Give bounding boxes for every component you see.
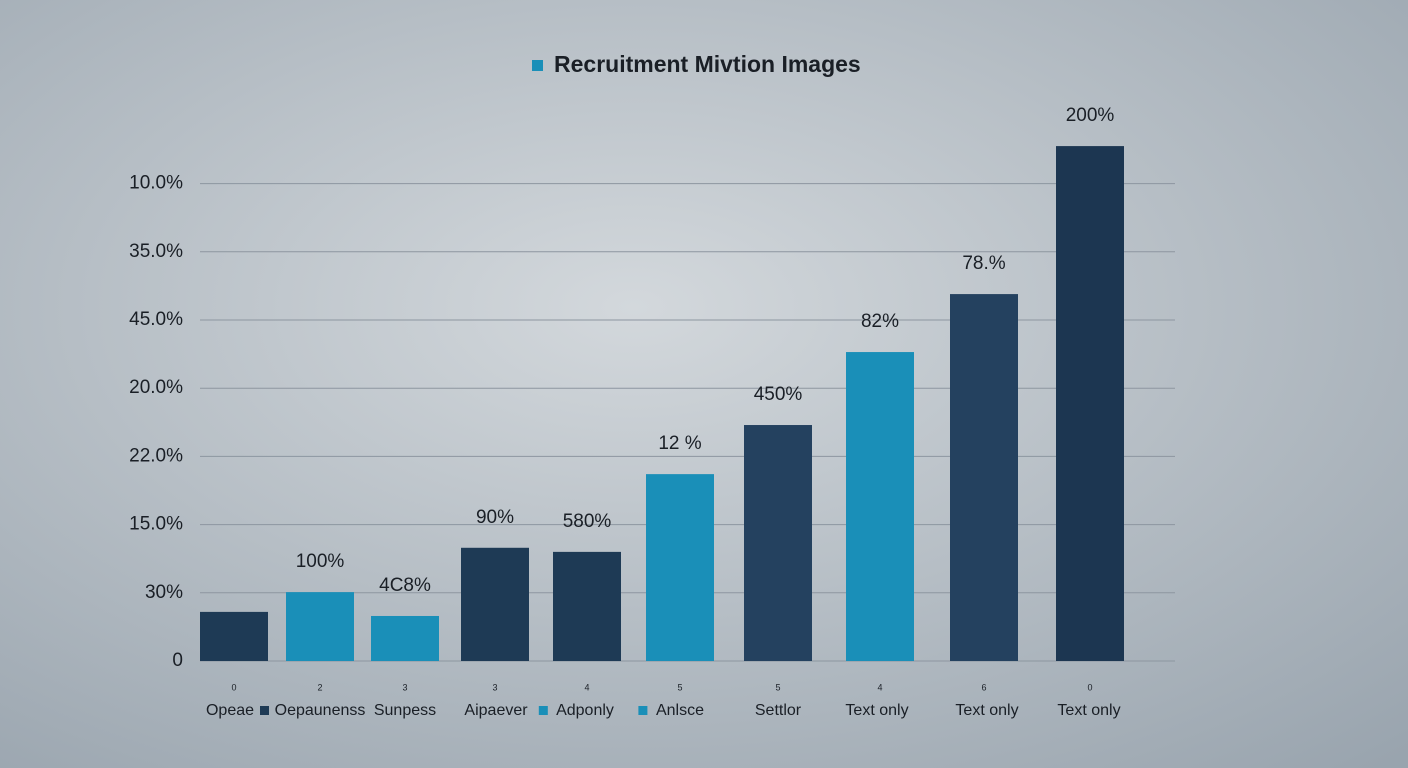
bar: [950, 294, 1018, 661]
bar-label: 200%: [1066, 105, 1115, 126]
x-tick-label: Anlsce: [656, 702, 704, 719]
category-number: 5: [775, 682, 780, 692]
y-axis-label: 15.0%: [129, 514, 183, 535]
y-axis-label: 30%: [145, 582, 183, 603]
x-tick-label: Adponly: [556, 702, 614, 719]
x-tick-label: Oepaunenss: [275, 702, 366, 719]
category-number: 4: [584, 682, 589, 692]
bar-label: 580%: [563, 511, 612, 532]
bar: [1056, 146, 1124, 662]
bar: [553, 551, 621, 661]
x-tick-label: Text only: [955, 702, 1018, 719]
category-number: 3: [402, 682, 407, 692]
bar-label: 82%: [861, 311, 899, 332]
bar: [371, 615, 439, 661]
bar: [846, 352, 914, 661]
bar: [744, 425, 812, 661]
title-marker: [532, 60, 543, 71]
bar-label: 78.%: [962, 253, 1005, 274]
bar: [646, 474, 714, 661]
chart-title: Recruitment Mivtion Images: [554, 51, 861, 77]
category-number: 0: [231, 682, 236, 692]
x-tick-label: Opeae: [206, 702, 254, 719]
category-number: 2: [317, 682, 322, 692]
y-axis-label: 0: [172, 650, 183, 671]
category-number: 6: [981, 682, 986, 692]
x-tick-label: Text only: [845, 702, 908, 719]
bar-label: 450%: [754, 384, 803, 405]
bar-label: 90%: [476, 507, 514, 528]
category-number: 3: [492, 682, 497, 692]
legend-marker: [638, 706, 648, 715]
category-number: 0: [1087, 682, 1092, 692]
y-axis-label: 45.0%: [129, 309, 183, 330]
x-tick-label: Text only: [1057, 702, 1120, 719]
legend-marker: [538, 706, 548, 715]
y-axis-label: 20.0%: [129, 377, 183, 398]
bar: [286, 592, 354, 661]
bar-label: 100%: [296, 551, 345, 572]
x-tick-label: Sunpess: [374, 702, 436, 719]
bar-label: 4C8%: [379, 575, 431, 596]
x-tick-label: Settlor: [755, 702, 802, 719]
y-axis-label: 10.0%: [129, 173, 183, 194]
y-axis-label: 22.0%: [129, 445, 183, 466]
y-axis-label: 35.0%: [129, 241, 183, 262]
x-tick-label: Aipaever: [464, 702, 528, 719]
category-number: 4: [877, 682, 882, 692]
bar: [200, 611, 268, 661]
legend-marker: [260, 706, 269, 715]
bar-label: 12 %: [658, 433, 701, 454]
category-number: 5: [677, 682, 682, 692]
bar: [461, 547, 529, 661]
